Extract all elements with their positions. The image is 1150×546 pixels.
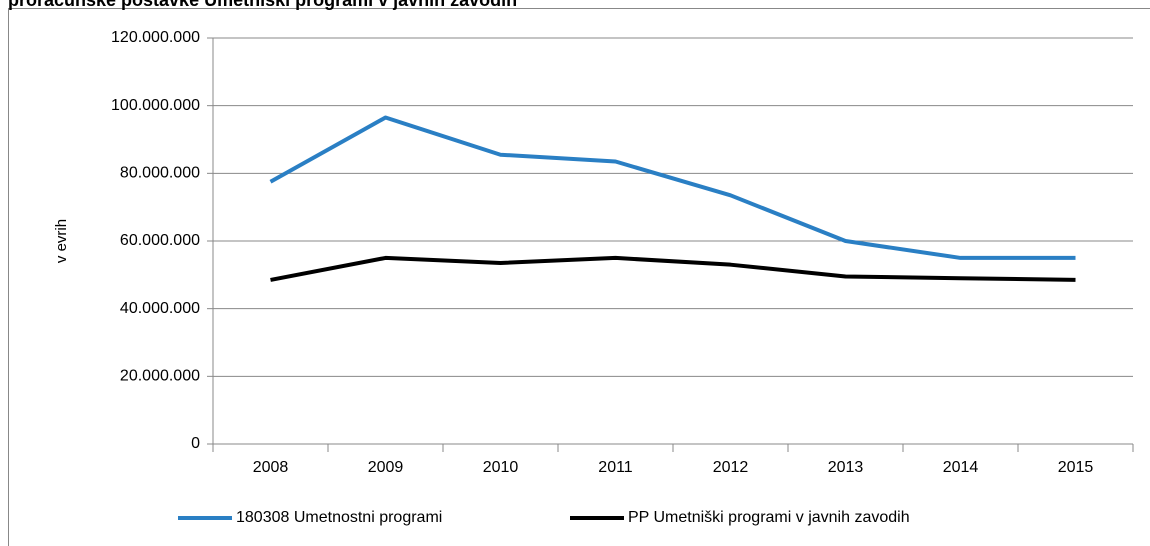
x-tick-label: 2014	[943, 459, 979, 476]
x-tick-label: 2010	[483, 459, 519, 476]
x-tick-label: 2008	[253, 459, 289, 476]
y-tick-label: 100.000.000	[111, 97, 200, 114]
x-tick-label: 2009	[368, 459, 404, 476]
legend-label: 180308 Umetnostni programi	[236, 509, 442, 526]
y-tick-label: 40.000.000	[120, 300, 200, 317]
y-tick-label: 20.000.000	[120, 368, 200, 385]
chart-title: proračunske postavke Umetniški programi …	[8, 0, 517, 10]
x-tick-label: 2013	[828, 459, 864, 476]
series-line	[270, 255, 1076, 282]
y-axis-label: v evrih	[53, 219, 70, 263]
y-tick-label: 60.000.000	[120, 232, 200, 249]
y-tick-label: 120.000.000	[111, 29, 200, 46]
x-tick-label: 2015	[1058, 459, 1094, 476]
legend-label: PP Umetniški programi v javnih zavodih	[628, 509, 910, 526]
x-tick-label: 2011	[598, 459, 633, 476]
y-tick-label: 0	[191, 435, 200, 452]
y-tick-label: 80.000.000	[120, 165, 200, 182]
series-line	[269, 115, 1076, 260]
x-tick-label: 2012	[713, 459, 749, 476]
